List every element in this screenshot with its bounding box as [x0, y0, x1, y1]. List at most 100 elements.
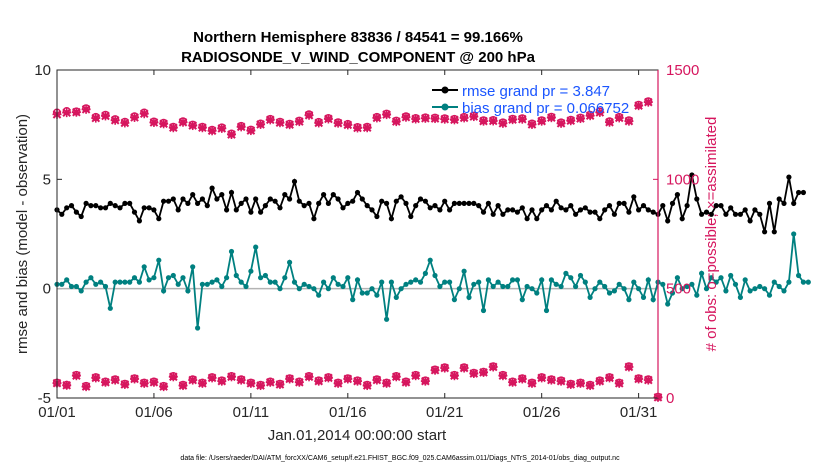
bias-point: [451, 297, 457, 303]
bias-point: [616, 281, 622, 287]
rmse-point: [476, 203, 482, 209]
bias-point: [403, 281, 409, 287]
rmse-point: [728, 205, 734, 211]
bias-point: [592, 286, 598, 292]
bias-point: [568, 275, 574, 281]
rmse-point: [437, 207, 443, 213]
bias-point: [480, 307, 487, 314]
obs-assimilated-marker: [391, 372, 401, 382]
bias-point: [102, 283, 109, 290]
bias-point: [161, 288, 167, 294]
rmse-point: [606, 203, 613, 209]
rmse-point: [602, 207, 608, 213]
legend-rmse-marker: [441, 86, 449, 94]
rmse-point: [587, 209, 593, 215]
bias-point: [485, 277, 491, 283]
obs-assimilated-marker: [575, 114, 585, 124]
rmse-point: [631, 194, 637, 200]
obs-assimilated-marker: [159, 119, 169, 129]
rmse-point: [228, 189, 235, 196]
obs-assimilated-marker: [488, 116, 498, 126]
bias-point: [505, 283, 511, 290]
rmse-point: [83, 200, 89, 206]
obs-assimilated-marker: [449, 115, 459, 125]
rmse-point: [582, 205, 588, 211]
bias-point: [151, 275, 157, 281]
rmse-point: [131, 209, 138, 215]
bias-point: [156, 257, 162, 263]
rmse-point: [500, 211, 506, 217]
rmse-point: [718, 203, 724, 209]
bias-point: [228, 248, 235, 255]
bias-point: [747, 288, 753, 294]
bias-point: [762, 286, 768, 292]
rmse-point: [626, 209, 632, 215]
bias-point: [626, 297, 632, 303]
rmse-point: [117, 205, 123, 211]
obs-assimilated-marker: [246, 126, 256, 136]
bias-point: [606, 290, 613, 296]
bias-point: [718, 275, 724, 281]
rmse-point: [374, 213, 380, 220]
bias-point: [180, 275, 186, 281]
bias-point: [447, 279, 453, 285]
obs-assimilated-marker: [401, 112, 411, 122]
bias-point: [64, 277, 70, 283]
bias-point: [73, 283, 79, 290]
x-tick-label: 01/31: [620, 404, 658, 421]
obs-assimilated-marker: [556, 376, 566, 386]
bias-point: [195, 325, 201, 331]
bias-point: [83, 279, 89, 285]
rmse-point: [233, 207, 239, 213]
rmse-point: [282, 192, 288, 198]
rmse-point: [127, 200, 133, 206]
rmse-point: [272, 198, 278, 204]
bias-point: [345, 275, 351, 281]
obs-assimilated-marker: [382, 110, 392, 120]
obs-assimilated-marker: [479, 116, 489, 126]
bias-point: [766, 292, 773, 298]
rmse-point: [141, 205, 147, 211]
bias-point: [306, 283, 312, 290]
rmse-point: [791, 200, 797, 206]
bias-point: [737, 294, 744, 300]
obs-assimilated-marker: [411, 371, 421, 381]
chart-title-line1: Northern Hemisphere 83836 / 84541 = 99.1…: [193, 29, 523, 46]
x-tick-label: 01/16: [329, 404, 367, 421]
bias-point: [190, 264, 196, 270]
obs-assimilated-marker: [382, 378, 392, 388]
bias-point: [214, 277, 220, 283]
rmse-point: [621, 200, 627, 206]
x-tick-label: 01/21: [426, 404, 464, 421]
obs-assimilated-marker: [643, 375, 653, 385]
obs-assimilated-marker: [353, 376, 362, 386]
x-axis-label: Jan.01,2014 00:00:00 start: [268, 427, 447, 444]
bias-point: [442, 279, 448, 285]
obs-assimilated-marker: [585, 111, 595, 121]
obs-assimilated-marker: [517, 114, 527, 124]
obs-assimilated-marker: [197, 123, 207, 133]
bias-point: [78, 288, 84, 294]
rmse-point: [708, 211, 714, 217]
bias-point: [728, 272, 734, 279]
obs-assimilated-marker: [197, 378, 207, 388]
rmse-point: [461, 200, 467, 206]
rmse-point: [543, 203, 550, 209]
obs-assimilated-marker: [411, 114, 421, 124]
rmse-point: [732, 211, 739, 217]
obs-assimilated-marker: [643, 97, 653, 107]
rmse-point: [68, 203, 75, 209]
bias-point: [432, 272, 438, 279]
bias-point: [800, 279, 807, 285]
obs-assimilated-marker: [294, 377, 304, 387]
bias-point: [417, 279, 424, 285]
obs-assimilated-marker: [304, 110, 314, 120]
bias-point: [325, 286, 331, 292]
bias-point: [786, 279, 792, 285]
rmse-point: [529, 207, 535, 213]
obs-assimilated-marker: [566, 116, 576, 126]
rmse-point: [306, 200, 312, 206]
bias-point: [98, 279, 104, 285]
bias-point: [684, 283, 690, 290]
obs-assimilated-marker: [110, 115, 120, 125]
